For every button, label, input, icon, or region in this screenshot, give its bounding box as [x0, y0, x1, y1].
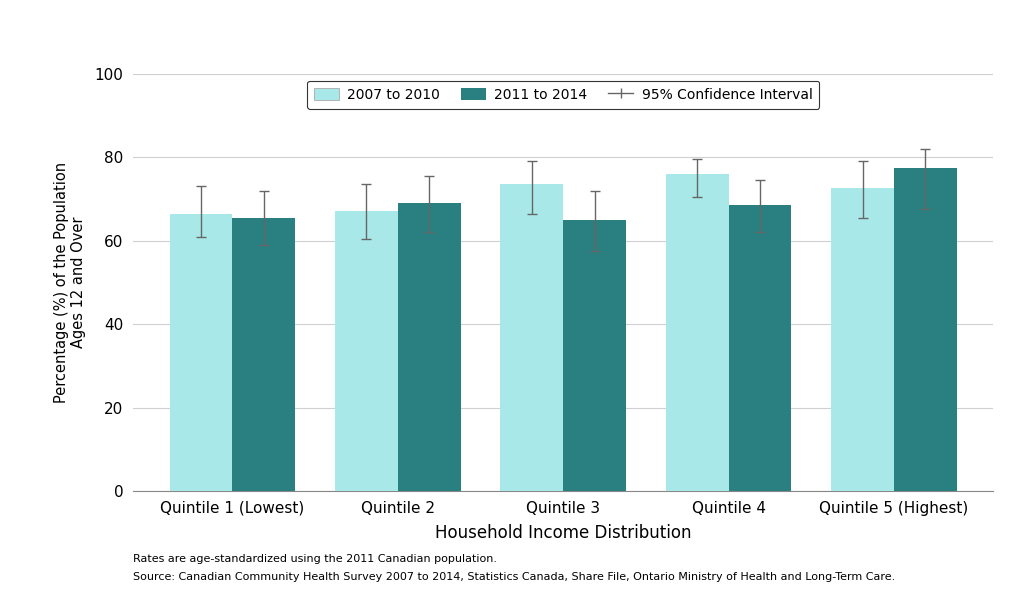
- Bar: [170, 214, 232, 491]
- Bar: [563, 220, 626, 491]
- Text: Source: Canadian Community Health Survey 2007 to 2014, Statistics Canada, Share : Source: Canadian Community Health Survey…: [133, 572, 895, 582]
- Text: Rates are age-standardized using the 2011 Canadian population.: Rates are age-standardized using the 201…: [133, 554, 497, 564]
- Bar: [666, 174, 729, 491]
- Legend: 2007 to 2010, 2011 to 2014, 95% Confidence Interval: 2007 to 2010, 2011 to 2014, 95% Confiden…: [307, 80, 819, 109]
- X-axis label: Household Income Distribution: Household Income Distribution: [435, 524, 691, 542]
- Bar: [232, 218, 295, 491]
- Bar: [729, 205, 792, 491]
- Bar: [894, 168, 956, 491]
- Bar: [397, 203, 461, 491]
- Bar: [501, 184, 563, 491]
- Bar: [831, 188, 894, 491]
- Bar: [335, 211, 397, 491]
- Y-axis label: Percentage (%) of the Population
Ages 12 and Over: Percentage (%) of the Population Ages 12…: [54, 162, 86, 403]
